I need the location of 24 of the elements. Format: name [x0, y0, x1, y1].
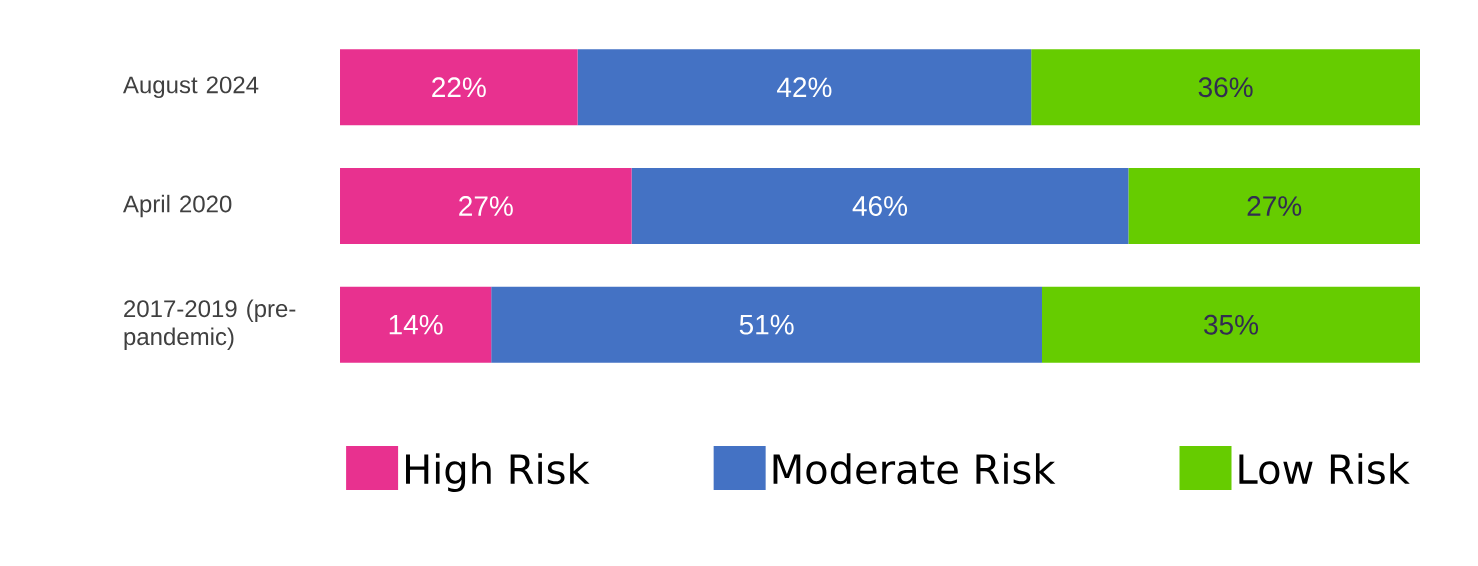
- data-label: 22%: [432, 77, 486, 98]
- bar: [1128, 167, 1420, 244]
- legend-label: High Risk: [406, 453, 590, 492]
- legend-label: Moderate Risk: [773, 453, 1056, 485]
- legend-label: Low Risk: [1239, 453, 1410, 485]
- data-label: 27%: [1247, 196, 1302, 216]
- bar: [491, 286, 1042, 363]
- y-tick-label: April 2020: [122, 194, 232, 218]
- data-label: 14%: [389, 314, 443, 335]
- data-label: 46%: [852, 196, 908, 216]
- data-label: 35%: [1204, 314, 1259, 335]
- y-tick-label: 2017-2019 (pre-pandemic): [124, 299, 296, 350]
- data-label: 42%: [777, 77, 832, 98]
- bar: [340, 49, 578, 126]
- bar: [577, 49, 1032, 126]
- bar: [1042, 286, 1420, 363]
- bar: [340, 286, 492, 363]
- bar: [631, 167, 1129, 244]
- bar: [340, 167, 632, 244]
- data-label: 51%: [739, 314, 794, 335]
- bar: [1031, 49, 1420, 126]
- data-label: 36%: [1198, 77, 1253, 98]
- data-label: 27%: [459, 196, 513, 216]
- y-tick-label: August 2024: [122, 76, 259, 99]
